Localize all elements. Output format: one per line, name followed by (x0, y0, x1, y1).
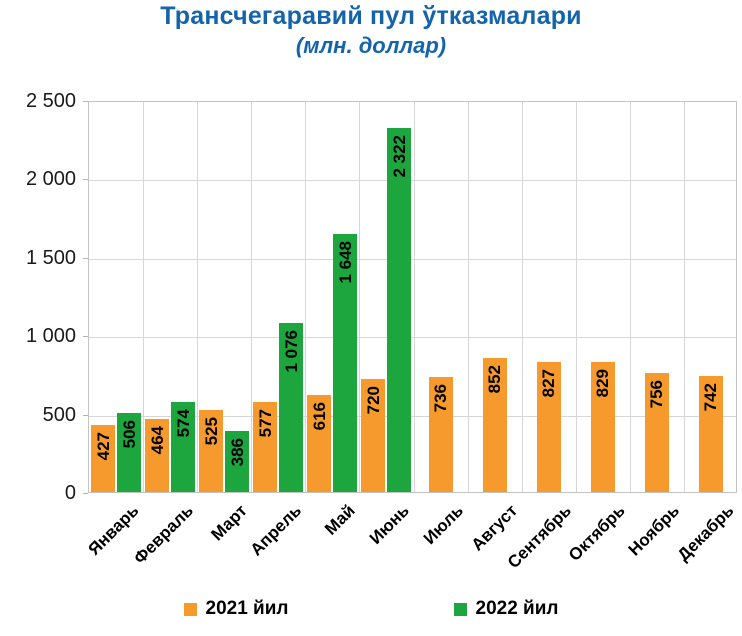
bar-value-label: 1 648 (335, 240, 355, 284)
bar-value-label: 756 (647, 380, 667, 409)
bar-2021-Декабрь: 742 (698, 375, 723, 492)
bar-value-label: 852 (485, 365, 505, 394)
bar-value-label: 574 (173, 409, 193, 438)
bar-2021-Август: 852 (482, 358, 507, 492)
y-axis-tick-label: 2 000 (25, 168, 76, 191)
x-axis-label-Декабрь: Декабрь (673, 501, 738, 565)
bar-2021-Ноябрь: 756 (644, 373, 669, 492)
bar-value-label: 829 (593, 369, 613, 398)
bar-value-label: 427 (93, 432, 113, 461)
bar-value-label: 720 (363, 386, 383, 415)
bar-2021-Март: 525 (199, 409, 224, 492)
gridline-horizontal (89, 258, 736, 260)
bar-2022-Май: 1 648 (333, 233, 358, 492)
y-axis-tick-mark (83, 257, 88, 259)
legend-swatch-2022-icon (453, 602, 467, 616)
legend-entry-2021: 2021 йил (183, 598, 289, 620)
bar-value-label: 506 (119, 419, 139, 449)
bar-value-label: 525 (201, 416, 221, 446)
gridline-horizontal (89, 337, 736, 339)
bar-2021-Октябрь: 829 (590, 362, 615, 492)
bar-value-label: 616 (309, 402, 329, 431)
gridline-horizontal (89, 415, 736, 417)
gridline-vertical (413, 102, 415, 492)
gridline-vertical (251, 102, 253, 492)
bar-2022-Январь: 506 (117, 412, 142, 492)
x-axis-label-Июль: Июль (419, 501, 467, 549)
y-axis-tick-label: 500 (42, 403, 76, 426)
gridline-vertical (629, 102, 631, 492)
y-axis-tick-label: 2 500 (25, 90, 76, 112)
bar-2021-Сентябрь: 827 (536, 362, 561, 492)
bar-2021-Июль: 736 (428, 376, 453, 492)
y-axis-tick-mark (83, 336, 88, 338)
x-axis-label-Октябрь: Октябрь (565, 501, 630, 565)
bar-2022-Июнь: 2 322 (387, 127, 412, 492)
bar-value-label: 742 (701, 382, 721, 412)
bar-value-label: 736 (431, 383, 451, 412)
x-axis-label-Май: Май (321, 501, 359, 539)
bar-2022-Март: 386 (225, 431, 250, 492)
gridline-vertical (359, 102, 361, 492)
bar-value-label: 1 076 (281, 330, 301, 373)
bar-value-label: 386 (227, 438, 247, 467)
x-axis-label-Июнь: Июнь (365, 501, 413, 549)
bar-value-label: 577 (255, 408, 275, 437)
x-axis-label-Март: Март (207, 501, 251, 545)
y-axis-tick-label: 1 000 (25, 325, 76, 348)
gridline-vertical (521, 102, 523, 492)
gridline-vertical (305, 102, 307, 492)
bar-2021-Февраль: 464 (145, 419, 170, 492)
gridline-vertical (683, 102, 685, 492)
chart-plot-area: 427 506 464 574 525 386 577 1 076 616 1 648 720 2 3… (88, 101, 737, 493)
y-axis-tick-mark (83, 493, 88, 494)
legend-entry-2022: 2022 йил (453, 598, 559, 620)
gridline-vertical (197, 102, 199, 492)
bar-value-label: 464 (147, 426, 167, 455)
bar-value-label: 2 322 (389, 134, 409, 178)
legend-swatch-2021-icon (183, 602, 197, 616)
bar-2021-Май: 616 (307, 395, 332, 492)
gridline-vertical (467, 102, 469, 492)
chart-subtitle: (млн. доллар) (295, 33, 447, 58)
bar-2021-Июнь: 720 (361, 379, 386, 492)
chart-title: Трансчегаравий пул ўтказмалари (160, 2, 582, 30)
bar-2022-Апрель: 1 076 (279, 323, 304, 492)
legend-label-2022: 2022 йил (475, 598, 559, 619)
y-axis-tick-label: 0 (64, 482, 76, 504)
y-axis-tick-mark (83, 179, 88, 181)
y-axis-tick-label: 1 500 (25, 246, 76, 269)
y-axis-tick-mark (83, 101, 88, 102)
bar-2021-Январь: 427 (91, 425, 116, 492)
bar-value-label: 827 (539, 369, 559, 398)
y-axis-tick-mark (83, 414, 88, 416)
legend-label-2021: 2021 йил (205, 598, 289, 619)
gridline-vertical (575, 102, 577, 492)
gridline-vertical (143, 102, 145, 492)
bar-2021-Апрель: 577 (253, 401, 278, 492)
bar-2022-Февраль: 574 (171, 402, 196, 492)
chart-legend: 2021 йил 2022 йил (0, 598, 742, 620)
gridline-horizontal (89, 180, 736, 182)
x-axis-label-Апрель: Апрель (246, 501, 305, 560)
